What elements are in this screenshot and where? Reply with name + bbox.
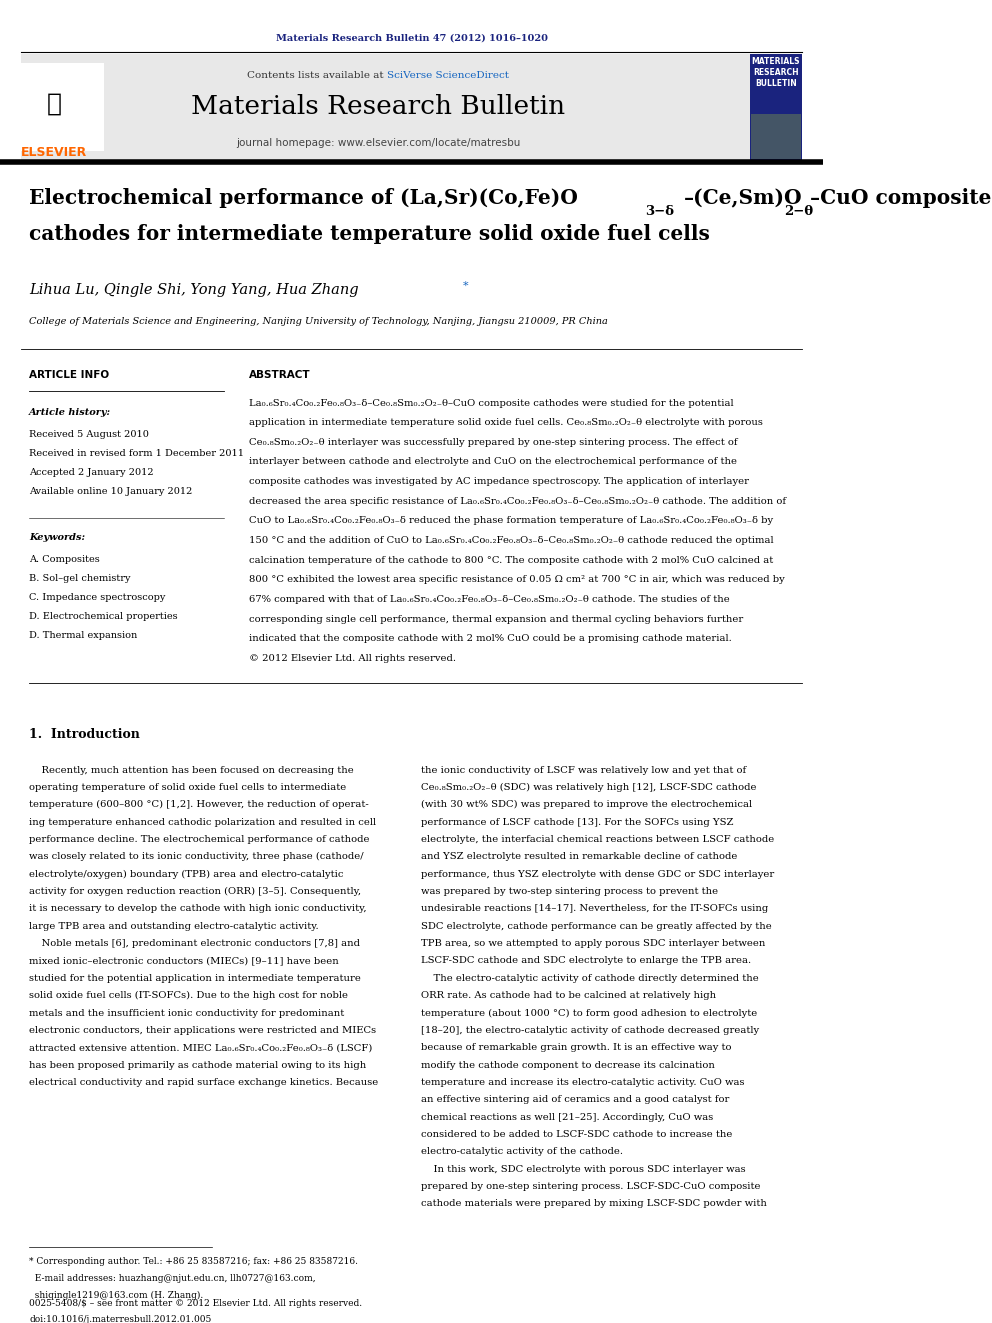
Text: undesirable reactions [14–17]. Nevertheless, for the IT-SOFCs using: undesirable reactions [14–17]. Neverthel… — [422, 905, 769, 913]
Text: has been proposed primarily as cathode material owing to its high: has been proposed primarily as cathode m… — [29, 1061, 366, 1069]
Text: was closely related to its ionic conductivity, three phase (cathode/: was closely related to its ionic conduct… — [29, 852, 364, 861]
Text: Ce₀.₈Sm₀.₂O₂₋θ (SDC) was relatively high [12], LSCF-SDC cathode: Ce₀.₈Sm₀.₂O₂₋θ (SDC) was relatively high… — [422, 783, 757, 792]
Text: and YSZ electrolyte resulted in remarkable decline of cathode: and YSZ electrolyte resulted in remarkab… — [422, 852, 738, 861]
Text: *: * — [463, 280, 468, 291]
Text: In this work, SDC electrolyte with porous SDC interlayer was: In this work, SDC electrolyte with porou… — [422, 1164, 746, 1174]
Text: ORR rate. As cathode had to be calcined at relatively high: ORR rate. As cathode had to be calcined … — [422, 991, 716, 1000]
Text: the ionic conductivity of LSCF was relatively low and yet that of: the ionic conductivity of LSCF was relat… — [422, 766, 747, 774]
Text: –(Ce,Sm)O: –(Ce,Sm)O — [683, 188, 803, 208]
Text: * Corresponding author. Tel.: +86 25 83587216; fax: +86 25 83587216.: * Corresponding author. Tel.: +86 25 835… — [29, 1257, 358, 1266]
Text: The electro-catalytic activity of cathode directly determined the: The electro-catalytic activity of cathod… — [422, 974, 759, 983]
Text: 2−θ: 2−θ — [784, 205, 813, 218]
Text: operating temperature of solid oxide fuel cells to intermediate: operating temperature of solid oxide fue… — [29, 783, 346, 792]
Text: mixed ionic–electronic conductors (MIECs) [9–11] have been: mixed ionic–electronic conductors (MIECs… — [29, 957, 339, 966]
Bar — [4, 64, 104, 151]
Text: Accepted 2 January 2012: Accepted 2 January 2012 — [29, 468, 154, 478]
Text: temperature and increase its electro-catalytic activity. CuO was: temperature and increase its electro-cat… — [422, 1078, 745, 1088]
Text: considered to be added to LSCF-SDC cathode to increase the: considered to be added to LSCF-SDC catho… — [422, 1130, 733, 1139]
Text: ELSEVIER: ELSEVIER — [21, 146, 87, 159]
Text: SciVerse ScienceDirect: SciVerse ScienceDirect — [388, 71, 510, 79]
Text: indicated that the composite cathode with 2 mol% CuO could be a promising cathod: indicated that the composite cathode wit… — [249, 634, 732, 643]
Text: A. Composites: A. Composites — [29, 556, 100, 564]
Text: an effective sintering aid of ceramics and a good catalyst for: an effective sintering aid of ceramics a… — [422, 1095, 730, 1105]
Text: B. Sol–gel chemistry: B. Sol–gel chemistry — [29, 574, 131, 583]
Text: corresponding single cell performance, thermal expansion and thermal cycling beh: corresponding single cell performance, t… — [249, 614, 743, 623]
Text: temperature (about 1000 °C) to form good adhesion to electrolyte: temperature (about 1000 °C) to form good… — [422, 1008, 758, 1017]
Text: E-mail addresses: huazhang@njut.edu.cn, llh0727@163.com,: E-mail addresses: huazhang@njut.edu.cn, … — [29, 1274, 315, 1283]
Text: electrolyte/oxygen) boundary (TPB) area and electro-catalytic: electrolyte/oxygen) boundary (TPB) area … — [29, 869, 343, 878]
Text: application in intermediate temperature solid oxide fuel cells. Ce₀.₈Sm₀.₂O₂₋θ e: application in intermediate temperature … — [249, 418, 763, 427]
Bar — [21, 53, 803, 160]
Text: Ce₀.₈Sm₀.₂O₂₋θ interlayer was successfully prepared by one-step sintering proces: Ce₀.₈Sm₀.₂O₂₋θ interlayer was successful… — [249, 438, 737, 447]
Text: C. Impedance spectroscopy: C. Impedance spectroscopy — [29, 593, 166, 602]
Text: 150 °C and the addition of CuO to La₀.₆Sr₀.₄Co₀.₂Fe₀.₈O₃₋δ–Ce₀.₈Sm₀.₂O₂₋θ cathod: 150 °C and the addition of CuO to La₀.₆S… — [249, 536, 774, 545]
Text: Contents lists available at: Contents lists available at — [247, 71, 387, 79]
Text: cathode materials were prepared by mixing LSCF-SDC powder with: cathode materials were prepared by mixin… — [422, 1200, 768, 1208]
Text: attracted extensive attention. MIEC La₀.₆Sr₀.₄Co₀.₂Fe₀.₈O₃₋δ (LSCF): attracted extensive attention. MIEC La₀.… — [29, 1044, 372, 1052]
Text: journal homepage: www.elsevier.com/locate/matresbu: journal homepage: www.elsevier.com/locat… — [236, 138, 521, 148]
Text: Available online 10 January 2012: Available online 10 January 2012 — [29, 487, 192, 496]
Text: Article history:: Article history: — [29, 409, 111, 418]
Text: interlayer between cathode and electrolyte and CuO on the electrochemical perfor: interlayer between cathode and electroly… — [249, 458, 737, 467]
Text: performance of LSCF cathode [13]. For the SOFCs using YSZ: performance of LSCF cathode [13]. For th… — [422, 818, 734, 827]
Text: performance, thus YSZ electrolyte with dense GDC or SDC interlayer: performance, thus YSZ electrolyte with d… — [422, 869, 775, 878]
Text: ARTICLE INFO: ARTICLE INFO — [29, 369, 109, 380]
Text: 67% compared with that of La₀.₆Sr₀.₄Co₀.₂Fe₀.₈O₃₋δ–Ce₀.₈Sm₀.₂O₂₋θ cathode. The s: 67% compared with that of La₀.₆Sr₀.₄Co₀.… — [249, 595, 730, 603]
Text: –CuO composite: –CuO composite — [809, 188, 991, 208]
Text: prepared by one-step sintering process. LSCF-SDC-CuO composite: prepared by one-step sintering process. … — [422, 1181, 761, 1191]
Text: 3−δ: 3−δ — [646, 205, 675, 218]
Text: ABSTRACT: ABSTRACT — [249, 369, 310, 380]
Text: decreased the area specific resistance of La₀.₆Sr₀.₄Co₀.₂Fe₀.₈O₃₋δ–Ce₀.₈Sm₀.₂O₂₋: decreased the area specific resistance o… — [249, 496, 786, 505]
Text: Electrochemical performance of (La,Sr)(Co,Fe)O: Electrochemical performance of (La,Sr)(C… — [29, 188, 578, 208]
Text: temperature (600–800 °C) [1,2]. However, the reduction of operat-: temperature (600–800 °C) [1,2]. However,… — [29, 800, 369, 810]
Bar — [750, 53, 803, 160]
Text: doi:10.1016/j.materresbull.2012.01.005: doi:10.1016/j.materresbull.2012.01.005 — [29, 1315, 211, 1323]
Bar — [751, 114, 802, 159]
Text: [18–20], the electro-catalytic activity of cathode decreased greatly: [18–20], the electro-catalytic activity … — [422, 1025, 760, 1035]
Text: large TPB area and outstanding electro-catalytic activity.: large TPB area and outstanding electro-c… — [29, 922, 318, 931]
Text: activity for oxygen reduction reaction (ORR) [3–5]. Consequently,: activity for oxygen reduction reaction (… — [29, 886, 361, 896]
Text: (with 30 wt% SDC) was prepared to improve the electrochemical: (with 30 wt% SDC) was prepared to improv… — [422, 800, 753, 810]
Text: composite cathodes was investigated by AC impedance spectroscopy. The applicatio: composite cathodes was investigated by A… — [249, 478, 749, 486]
Text: electronic conductors, their applications were restricted and MIECs: electronic conductors, their application… — [29, 1025, 376, 1035]
Text: 🌳: 🌳 — [47, 91, 62, 115]
Text: Lihua Lu, Qingle Shi, Yong Yang, Hua Zhang: Lihua Lu, Qingle Shi, Yong Yang, Hua Zha… — [29, 283, 359, 296]
Text: metals and the insufficient ionic conductivity for predominant: metals and the insufficient ionic conduc… — [29, 1008, 344, 1017]
Text: Noble metals [6], predominant electronic conductors [7,8] and: Noble metals [6], predominant electronic… — [29, 939, 360, 949]
Text: electro-catalytic activity of the cathode.: electro-catalytic activity of the cathod… — [422, 1147, 623, 1156]
Text: Materials Research Bulletin 47 (2012) 1016–1020: Materials Research Bulletin 47 (2012) 10… — [276, 33, 548, 42]
Text: © 2012 Elsevier Ltd. All rights reserved.: © 2012 Elsevier Ltd. All rights reserved… — [249, 654, 456, 663]
Text: cathodes for intermediate temperature solid oxide fuel cells: cathodes for intermediate temperature so… — [29, 224, 710, 243]
Text: Recently, much attention has been focused on decreasing the: Recently, much attention has been focuse… — [29, 766, 354, 774]
Text: studied for the potential application in intermediate temperature: studied for the potential application in… — [29, 974, 361, 983]
Text: shiqingle1219@163.com (H. Zhang).: shiqingle1219@163.com (H. Zhang). — [29, 1291, 203, 1301]
Text: 0025-5408/$ – see front matter © 2012 Elsevier Ltd. All rights reserved.: 0025-5408/$ – see front matter © 2012 El… — [29, 1299, 362, 1308]
Text: chemical reactions as well [21–25]. Accordingly, CuO was: chemical reactions as well [21–25]. Acco… — [422, 1113, 713, 1122]
Text: was prepared by two-step sintering process to prevent the: was prepared by two-step sintering proce… — [422, 886, 718, 896]
Text: 1.  Introduction: 1. Introduction — [29, 728, 140, 741]
Text: La₀.₆Sr₀.₄Co₀.₂Fe₀.₈O₃₋δ–Ce₀.₈Sm₀.₂O₂₋θ–CuO composite cathodes were studied for : La₀.₆Sr₀.₄Co₀.₂Fe₀.₈O₃₋δ–Ce₀.₈Sm₀.₂O₂₋θ–… — [249, 398, 733, 407]
Text: because of remarkable grain growth. It is an effective way to: because of remarkable grain growth. It i… — [422, 1044, 732, 1052]
Text: Materials Research Bulletin: Materials Research Bulletin — [191, 94, 565, 119]
Text: Keywords:: Keywords: — [29, 533, 85, 542]
Text: it is necessary to develop the cathode with high ionic conductivity,: it is necessary to develop the cathode w… — [29, 905, 367, 913]
Text: 800 °C exhibited the lowest area specific resistance of 0.05 Ω cm² at 700 °C in : 800 °C exhibited the lowest area specifi… — [249, 576, 785, 585]
Text: MATERIALS
RESEARCH
BULLETIN: MATERIALS RESEARCH BULLETIN — [752, 57, 800, 87]
Text: calcination temperature of the cathode to 800 °C. The composite cathode with 2 m: calcination temperature of the cathode t… — [249, 556, 773, 565]
Text: electrical conductivity and rapid surface exchange kinetics. Because: electrical conductivity and rapid surfac… — [29, 1078, 378, 1088]
Text: TPB area, so we attempted to apply porous SDC interlayer between: TPB area, so we attempted to apply porou… — [422, 939, 766, 949]
Text: solid oxide fuel cells (IT-SOFCs). Due to the high cost for noble: solid oxide fuel cells (IT-SOFCs). Due t… — [29, 991, 348, 1000]
Text: modify the cathode component to decrease its calcination: modify the cathode component to decrease… — [422, 1061, 715, 1069]
Text: CuO to La₀.₆Sr₀.₄Co₀.₂Fe₀.₈O₃₋δ reduced the phase formation temperature of La₀.₆: CuO to La₀.₆Sr₀.₄Co₀.₂Fe₀.₈O₃₋δ reduced … — [249, 516, 773, 525]
Text: Received 5 August 2010: Received 5 August 2010 — [29, 430, 149, 439]
Text: ing temperature enhanced cathodic polarization and resulted in cell: ing temperature enhanced cathodic polari… — [29, 818, 376, 827]
Text: College of Materials Science and Engineering, Nanjing University of Technology, : College of Materials Science and Enginee… — [29, 316, 608, 325]
Text: SDC electrolyte, cathode performance can be greatly affected by the: SDC electrolyte, cathode performance can… — [422, 922, 772, 931]
Text: D. Thermal expansion: D. Thermal expansion — [29, 631, 137, 639]
Text: LSCF-SDC cathode and SDC electrolyte to enlarge the TPB area.: LSCF-SDC cathode and SDC electrolyte to … — [422, 957, 752, 966]
Text: Received in revised form 1 December 2011: Received in revised form 1 December 2011 — [29, 448, 244, 458]
Text: electrolyte, the interfacial chemical reactions between LSCF cathode: electrolyte, the interfacial chemical re… — [422, 835, 775, 844]
Text: D. Electrochemical properties: D. Electrochemical properties — [29, 611, 178, 620]
Text: performance decline. The electrochemical performance of cathode: performance decline. The electrochemical… — [29, 835, 370, 844]
